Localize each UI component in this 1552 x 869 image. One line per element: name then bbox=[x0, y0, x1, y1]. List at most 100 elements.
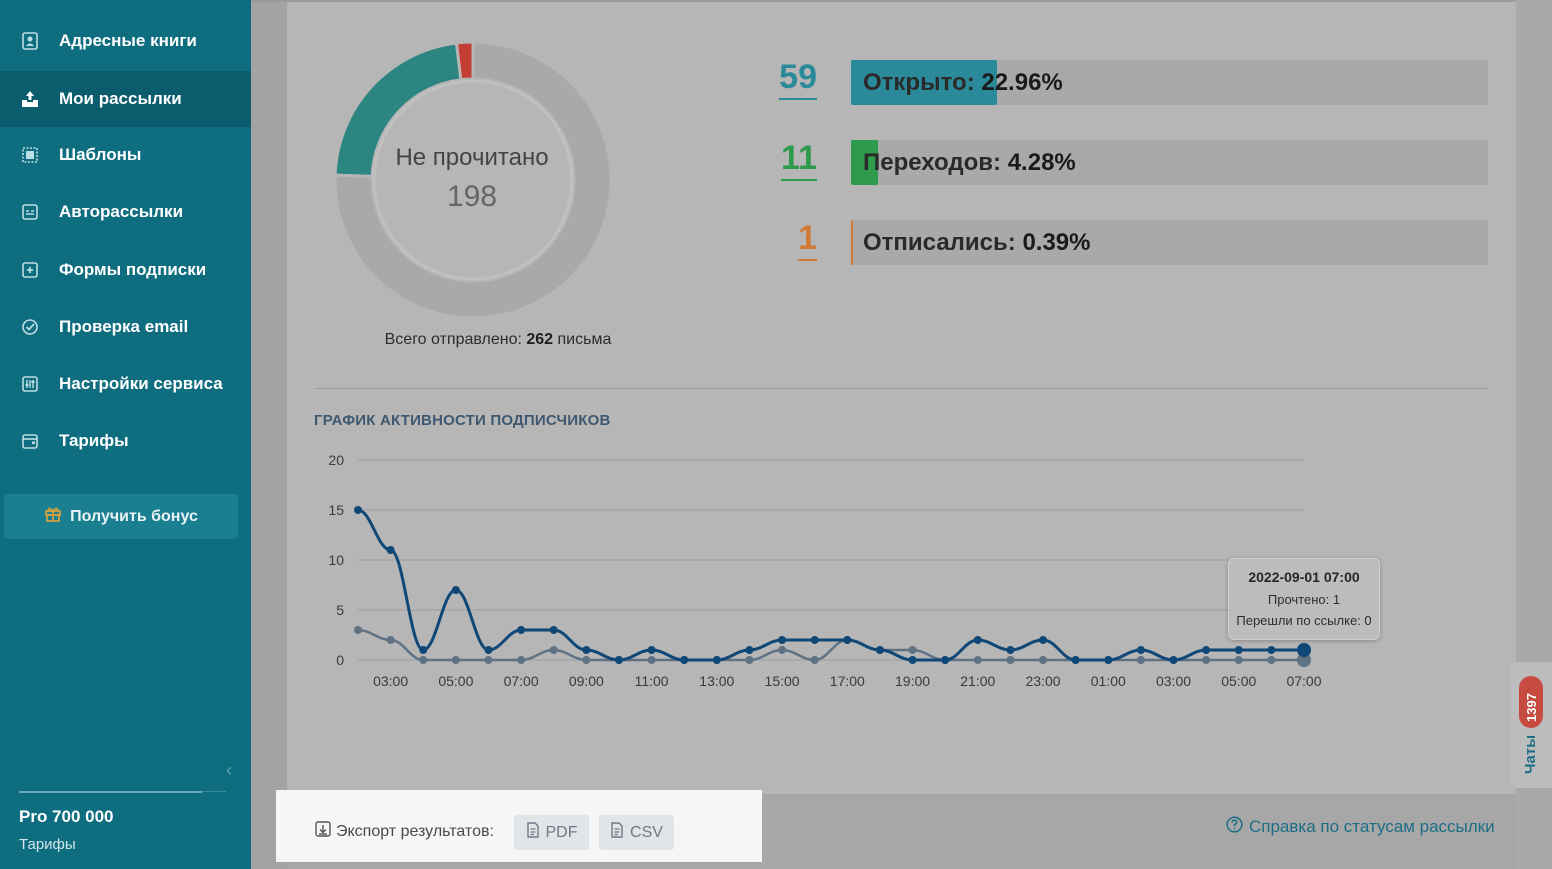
export-pdf-button[interactable]: PDF bbox=[514, 815, 589, 850]
donut-title: Не прочитано bbox=[395, 144, 549, 171]
sidebar-item-label: Авторассылки bbox=[59, 202, 184, 221]
series-point-0[interactable] bbox=[451, 586, 460, 594]
download-icon bbox=[314, 820, 332, 843]
sidebar-item-tariffs[interactable]: Тарифы bbox=[0, 413, 251, 469]
activity-chart[interactable]: 0 5 10 15 20 03:00 05:00 07:00 09:00 11:00 13:00 15… bbox=[314, 445, 1334, 695]
gift-icon bbox=[44, 505, 62, 528]
series-point-0[interactable] bbox=[1202, 646, 1211, 654]
export-pdf-label: PDF bbox=[545, 823, 578, 841]
series-point-0[interactable] bbox=[745, 646, 754, 654]
series-point-1[interactable] bbox=[582, 656, 591, 664]
series-point-1[interactable] bbox=[484, 656, 493, 664]
sidebar-item-service-settings[interactable]: Настройки сервиса bbox=[0, 356, 251, 412]
series-point-0[interactable] bbox=[1136, 646, 1145, 654]
sidebar-item-my-mailings[interactable]: Мои рассылки bbox=[0, 71, 251, 127]
x-tick-label: 11:00 bbox=[635, 673, 669, 689]
series-point-0[interactable] bbox=[1267, 646, 1276, 654]
x-tick-label: 01:00 bbox=[1091, 673, 1126, 689]
series-point-1[interactable] bbox=[810, 656, 819, 664]
help-icon bbox=[1226, 816, 1243, 838]
total-sent-value: 262 bbox=[526, 331, 554, 348]
series-point-0[interactable] bbox=[1234, 646, 1243, 654]
clicks-label: Переходов: bbox=[863, 149, 1002, 176]
sidebar-item-email-check[interactable]: Проверка email bbox=[0, 299, 251, 355]
sidebar-item-address-books[interactable]: Адресные книги bbox=[0, 13, 251, 69]
series-point-1[interactable] bbox=[908, 646, 917, 654]
series-point-0[interactable] bbox=[810, 636, 819, 644]
clicks-bar-fill bbox=[851, 140, 879, 185]
series-point-0[interactable] bbox=[973, 636, 982, 644]
series-point-0[interactable] bbox=[712, 656, 721, 664]
series-point-0[interactable] bbox=[419, 646, 428, 654]
series-point-0[interactable] bbox=[680, 656, 689, 664]
clicks-count[interactable]: 11 bbox=[737, 139, 817, 181]
unsubscribed-count[interactable]: 1 bbox=[737, 219, 817, 261]
series-point-0[interactable] bbox=[908, 656, 917, 664]
sidebar-item-templates[interactable]: Шаблоны bbox=[0, 127, 251, 183]
donut-segment-unread[interactable] bbox=[333, 40, 613, 320]
series-point-1[interactable] bbox=[1297, 653, 1311, 667]
series-point-1[interactable] bbox=[1006, 656, 1015, 664]
series-point-0[interactable] bbox=[941, 656, 950, 664]
series-point-0[interactable] bbox=[875, 646, 884, 654]
tooltip-clicked: Перешли по ссылке: 0 bbox=[1236, 613, 1372, 628]
series-point-1[interactable] bbox=[1267, 656, 1276, 664]
series-point-1[interactable] bbox=[1136, 656, 1145, 664]
series-point-0[interactable] bbox=[582, 646, 591, 654]
series-point-0[interactable] bbox=[354, 506, 362, 514]
series-point-1[interactable] bbox=[386, 636, 395, 644]
series-point-0[interactable] bbox=[484, 646, 493, 654]
help-link-label: Справка по статусам рассылки bbox=[1249, 817, 1495, 836]
donut-chart bbox=[333, 40, 613, 320]
series-point-0[interactable] bbox=[1297, 643, 1311, 657]
x-tick-label: 17:00 bbox=[830, 673, 865, 689]
series-point-1[interactable] bbox=[354, 626, 362, 634]
series-point-1[interactable] bbox=[647, 656, 656, 664]
series-point-0[interactable] bbox=[1104, 656, 1113, 664]
y-tick-label: 10 bbox=[328, 552, 344, 568]
series-point-0[interactable] bbox=[843, 636, 852, 644]
donut-segment-unsubscribed[interactable] bbox=[454, 40, 475, 82]
address-book-icon bbox=[20, 31, 40, 51]
series-point-0[interactable] bbox=[1071, 656, 1080, 664]
opened-bar-fill bbox=[851, 60, 998, 105]
series-point-1[interactable] bbox=[549, 646, 558, 654]
settings-icon bbox=[20, 374, 40, 394]
opened-count[interactable]: 59 bbox=[737, 58, 817, 100]
check-icon bbox=[20, 317, 40, 337]
x-tick-label: 09:00 bbox=[569, 673, 604, 689]
series-point-1[interactable] bbox=[517, 656, 526, 664]
get-bonus-button[interactable]: Получить бонус bbox=[4, 494, 238, 539]
document-icon bbox=[526, 822, 540, 843]
series-point-0[interactable] bbox=[778, 636, 787, 644]
y-tick-label: 20 bbox=[328, 452, 344, 468]
series-point-1[interactable] bbox=[1039, 656, 1048, 664]
series-point-0[interactable] bbox=[386, 546, 395, 554]
export-panel: Экспорт результатов: PDF CSV bbox=[276, 790, 762, 862]
series-point-0[interactable] bbox=[549, 626, 558, 634]
series-point-0[interactable] bbox=[647, 646, 656, 654]
sidebar: Адресные книги Мои рассылки Шаблоны Авто… bbox=[0, 0, 251, 869]
series-point-0[interactable] bbox=[517, 626, 526, 634]
series-point-0[interactable] bbox=[614, 656, 623, 664]
series-point-1[interactable] bbox=[1234, 656, 1243, 664]
plan-tariffs-link[interactable]: Тарифы bbox=[19, 836, 76, 853]
series-point-1[interactable] bbox=[1202, 656, 1211, 664]
chat-label: Чаты bbox=[1522, 734, 1539, 774]
chat-widget-tab[interactable]: 1397 Чаты bbox=[1510, 662, 1552, 788]
sidebar-item-autoresponders[interactable]: Авторассылки bbox=[0, 184, 251, 240]
export-csv-button[interactable]: CSV bbox=[599, 815, 674, 850]
series-point-0[interactable] bbox=[1006, 646, 1015, 654]
series-point-0[interactable] bbox=[1169, 656, 1178, 664]
status-help-link[interactable]: Справка по статусам рассылки bbox=[1226, 816, 1495, 838]
unsubscribed-label: Отписались: bbox=[863, 229, 1016, 256]
series-point-1[interactable] bbox=[973, 656, 982, 664]
series-point-1[interactable] bbox=[778, 646, 787, 654]
series-point-1[interactable] bbox=[451, 656, 460, 664]
series-point-1[interactable] bbox=[745, 656, 754, 664]
series-point-1[interactable] bbox=[419, 656, 428, 664]
collapse-sidebar-icon[interactable]: ‹ bbox=[226, 760, 232, 780]
sidebar-item-subscribe-forms[interactable]: Формы подписки bbox=[0, 242, 251, 298]
series-point-0[interactable] bbox=[1039, 636, 1048, 644]
wallet-icon bbox=[20, 431, 40, 451]
